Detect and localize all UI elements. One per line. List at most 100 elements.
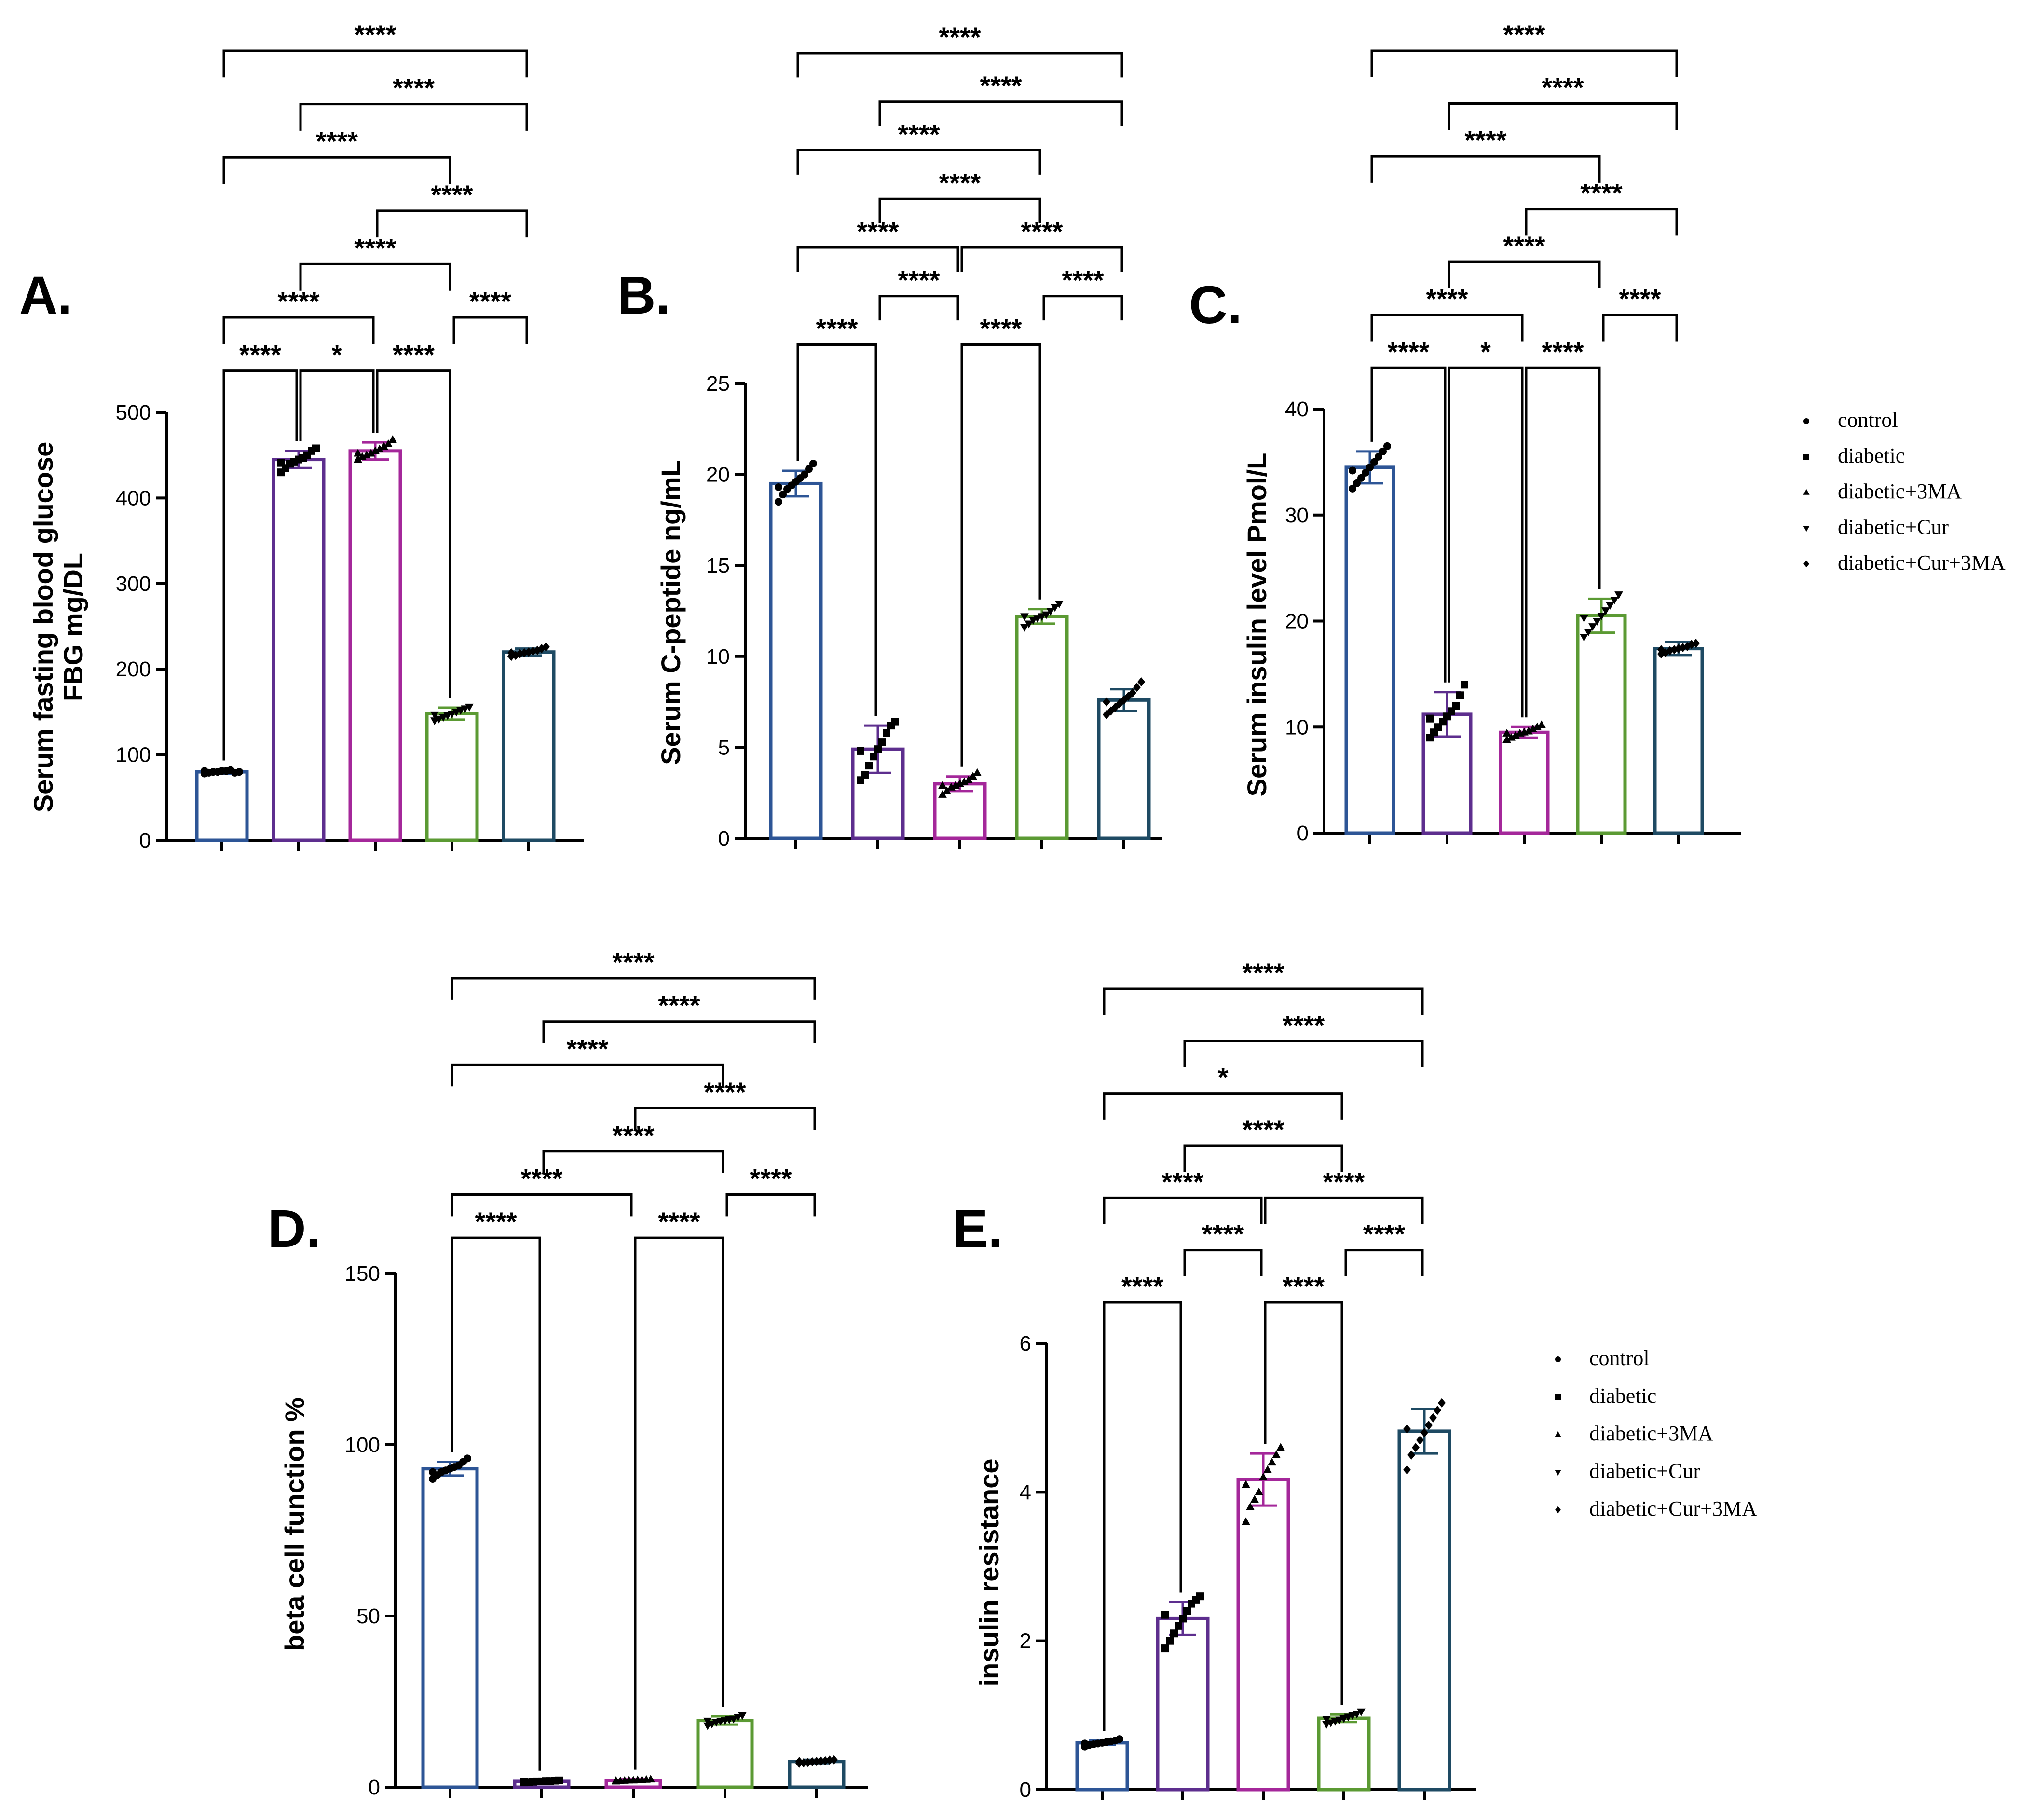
data-point — [1537, 720, 1546, 728]
data-point — [1403, 1465, 1411, 1475]
significance-label: **** — [1580, 178, 1622, 208]
data-point — [703, 1717, 712, 1725]
data-point — [1379, 447, 1387, 455]
significance-bracket — [451, 1236, 541, 1771]
y-tick-label: 6 — [1020, 1332, 1031, 1355]
y-tick-label: 0 — [1020, 1778, 1031, 1802]
significance-label: **** — [898, 265, 940, 295]
legend-label: diabetic+Cur+3MA — [1589, 1497, 1757, 1520]
data-point — [1357, 474, 1365, 482]
y-axis-title-line: Serum C-peptide ng/mL — [656, 460, 686, 765]
y-tick-label: 500 — [116, 401, 151, 424]
significance-bracket — [1448, 366, 1524, 718]
data-point — [388, 435, 397, 443]
y-axis-title-line: Serum insulin level Pmol/L — [1242, 453, 1272, 797]
bar-control — [1344, 465, 1395, 835]
data-point — [1614, 591, 1623, 600]
significance-bracket — [634, 1236, 724, 1770]
significance-bracket — [878, 295, 959, 321]
data-point — [1038, 613, 1046, 621]
data-point — [942, 786, 951, 794]
significance-bracket — [796, 343, 877, 716]
y-tick-label: 100 — [116, 743, 151, 767]
significance-bracket — [376, 369, 451, 698]
significance-label: **** — [1323, 1166, 1365, 1197]
panel-label: C. — [1189, 275, 1242, 335]
significance-bracket — [1103, 1092, 1343, 1120]
data-point — [277, 459, 285, 467]
data-point — [1584, 629, 1593, 637]
data-point — [775, 483, 782, 492]
significance-bracket — [1525, 366, 1601, 718]
data-point — [1502, 728, 1511, 737]
significance-bracket — [796, 149, 1041, 175]
legend-marker-triangle-up — [1803, 489, 1810, 495]
significance-bracket — [1103, 987, 1424, 1015]
significance-bracket — [796, 52, 1123, 78]
data-point — [1507, 733, 1516, 741]
significance-label: **** — [1503, 231, 1545, 261]
significance-label: **** — [431, 179, 473, 210]
data-point — [938, 790, 947, 798]
bar-control — [769, 481, 823, 840]
significance-label: **** — [393, 340, 435, 370]
significance-label: **** — [1542, 72, 1584, 103]
data-point — [1438, 1398, 1446, 1408]
significance-bracket — [634, 1107, 816, 1130]
data-point — [1268, 1458, 1276, 1466]
data-point — [1666, 646, 1674, 656]
legend-marker-diamond — [1803, 560, 1809, 568]
bar-diabetic-3ma — [1236, 1478, 1290, 1792]
significance-label: **** — [1363, 1219, 1405, 1249]
data-point — [779, 491, 787, 499]
data-point — [525, 647, 533, 657]
y-tick-label: 40 — [1285, 397, 1309, 421]
y-axis-title-line: Serum fasting blood glucose — [28, 442, 58, 813]
data-point — [973, 768, 982, 776]
data-point — [464, 1454, 471, 1463]
data-point — [1357, 1708, 1366, 1716]
legend-label: diabetic+Cur — [1838, 515, 1949, 539]
data-point — [429, 1468, 437, 1476]
significance-bracket — [1370, 314, 1524, 342]
data-point — [1250, 1495, 1259, 1503]
data-point — [1166, 1637, 1174, 1645]
legend-marker-diamond — [1555, 1506, 1561, 1514]
bar-diabetic-3ma — [348, 449, 402, 842]
panel-label: D. — [268, 1199, 321, 1259]
significance-bracket — [451, 1063, 724, 1087]
data-point — [555, 1776, 563, 1784]
y-tick-label: 2 — [1020, 1629, 1031, 1653]
significance-bracket — [1525, 208, 1678, 236]
data-point — [1657, 645, 1665, 655]
legend-label: diabetic — [1838, 444, 1905, 467]
data-point — [1179, 1615, 1187, 1623]
data-point — [1679, 643, 1687, 653]
data-point — [1353, 479, 1361, 487]
data-point — [1133, 683, 1141, 692]
data-point — [865, 762, 873, 770]
data-point — [1020, 624, 1029, 632]
significance-bracket — [452, 316, 528, 344]
data-point — [1452, 702, 1460, 710]
legend-marker-triangle-down — [1555, 1470, 1561, 1476]
y-tick-label: 400 — [116, 486, 151, 510]
significance-label: * — [1218, 1062, 1229, 1093]
data-point — [1322, 1716, 1331, 1724]
significance-label: **** — [1426, 284, 1468, 314]
data-point — [1183, 1607, 1191, 1615]
data-point — [1111, 702, 1119, 712]
y-tick-label: 0 — [718, 827, 730, 850]
legend-label: diabetic+3MA — [1838, 479, 1962, 503]
bar-diabetic-cur — [696, 1719, 754, 1789]
significance-label: **** — [980, 70, 1022, 101]
legend-label: diabetic+Cur+3MA — [1838, 551, 2006, 575]
significance-label: **** — [750, 1163, 792, 1193]
data-point — [375, 444, 384, 452]
legend-marker-circle — [1555, 1356, 1561, 1362]
data-point — [883, 729, 890, 737]
data-point — [1434, 1406, 1441, 1415]
data-point — [1429, 1413, 1437, 1423]
